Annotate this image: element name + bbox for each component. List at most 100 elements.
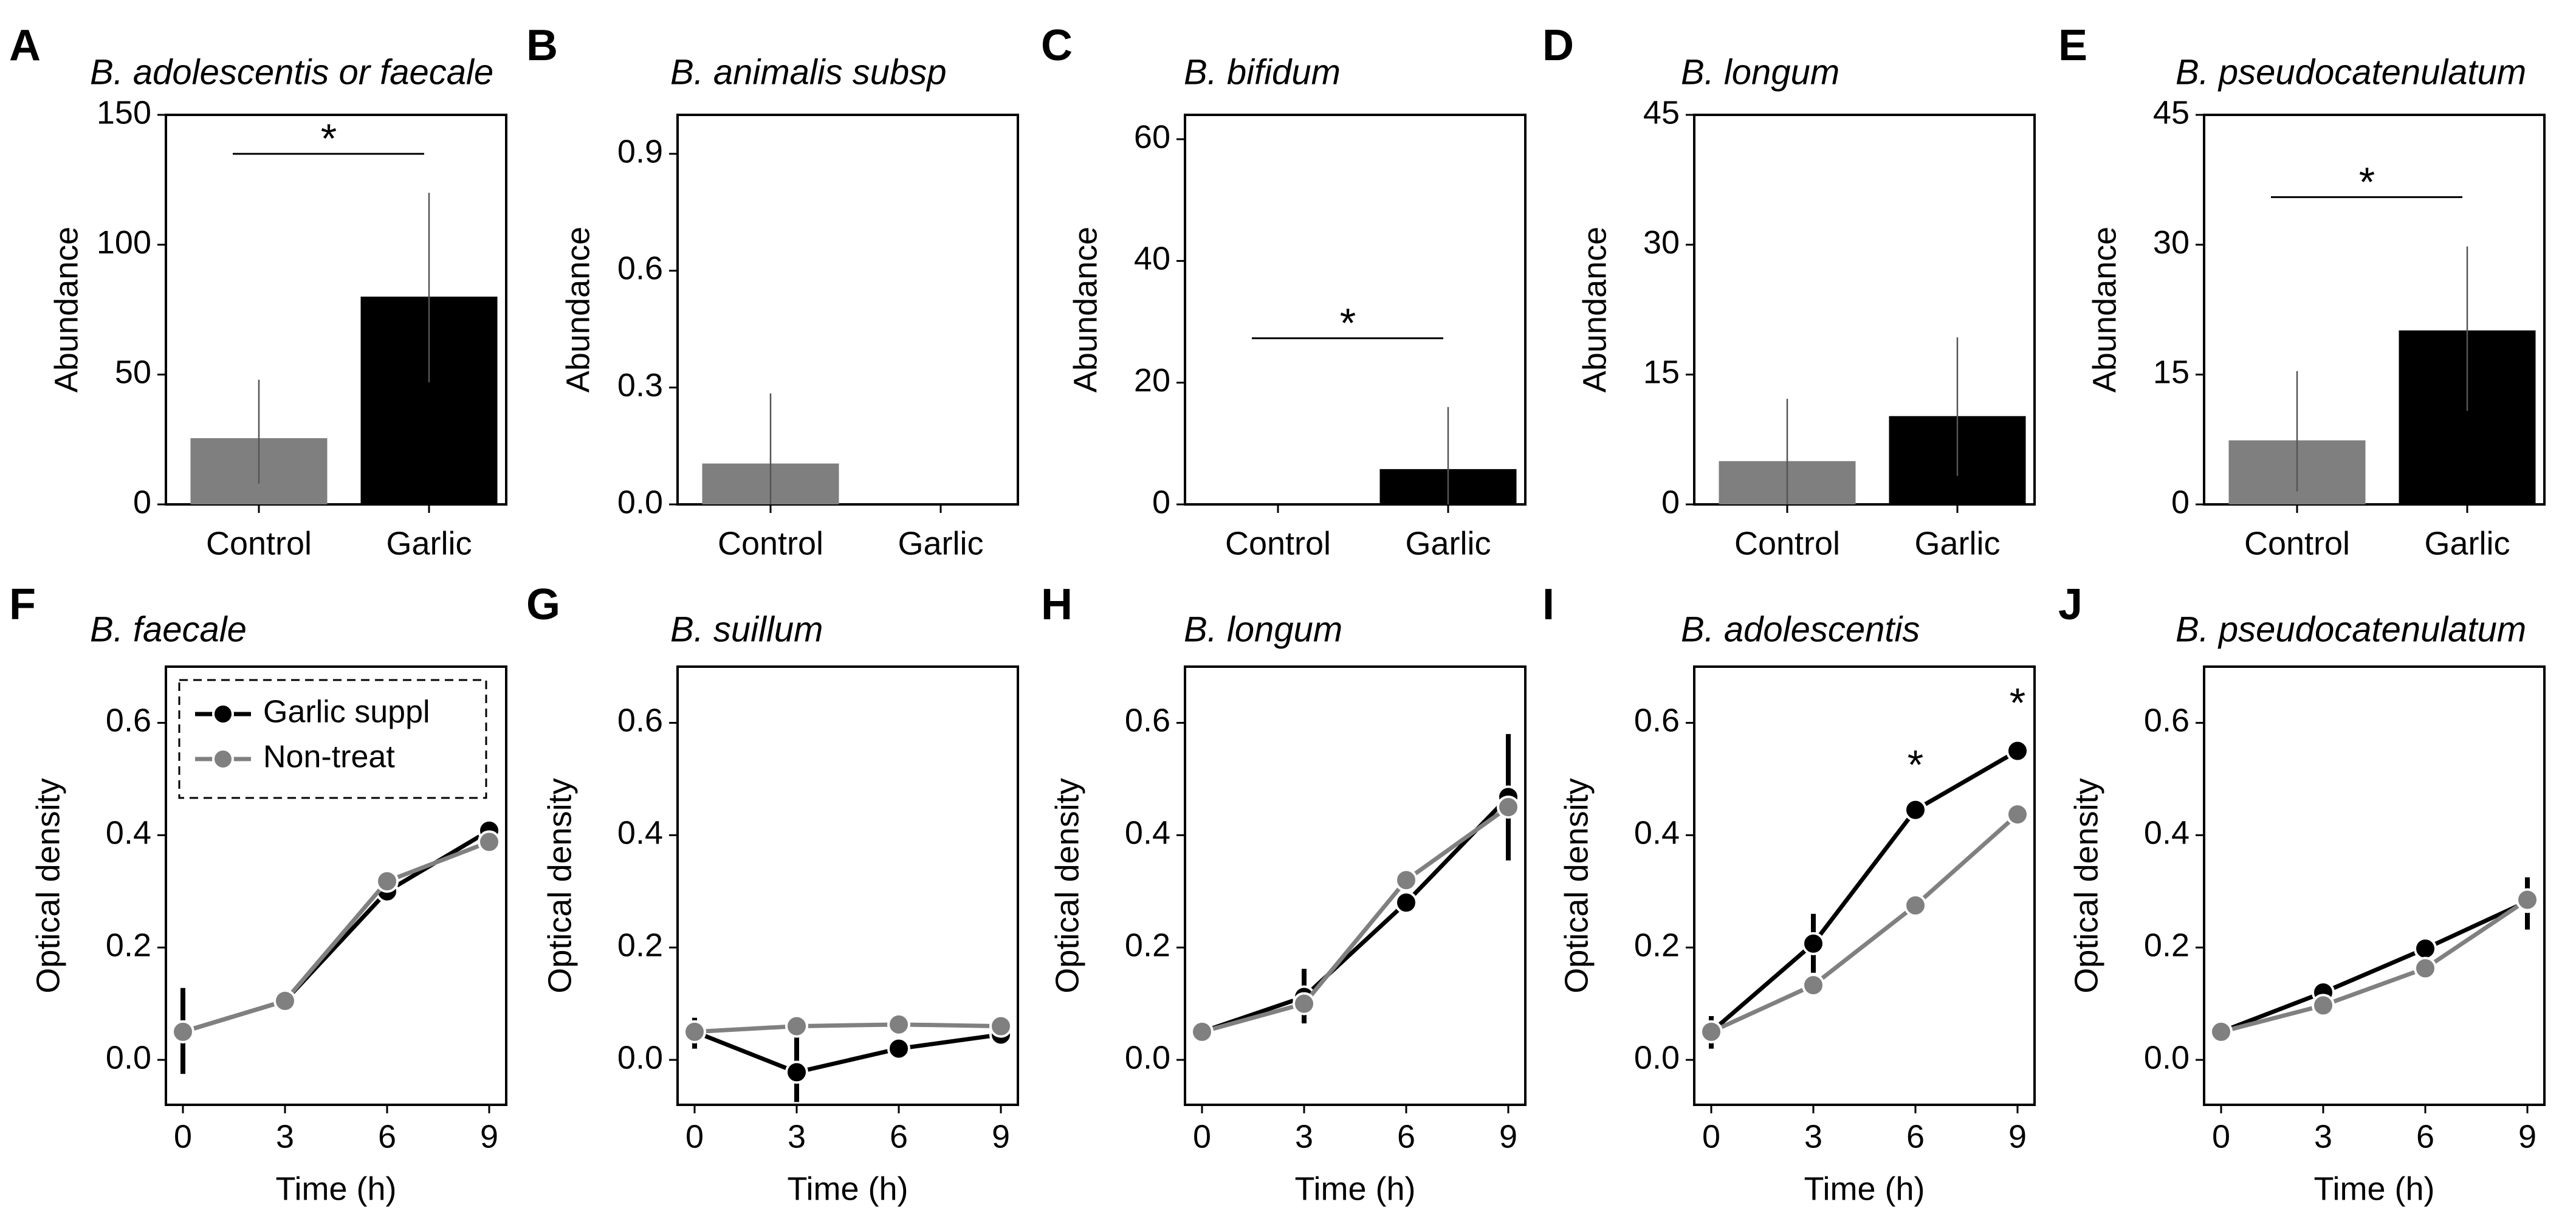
panel-title: B. animalis subsp xyxy=(670,52,947,92)
panel-i: I B. adolescentis 0.0 0.2 0.4 0.6 Optical dens… xyxy=(1542,580,2036,1207)
panel-letter: B xyxy=(526,21,558,70)
panel-e: E B. pseudocatenulatum 0 15 30 45 Abundance Con… xyxy=(2058,21,2546,562)
x-tick-label: 6 xyxy=(2416,1118,2434,1155)
y-tick-label: 0.6 xyxy=(106,703,151,739)
series-garlic-suppl xyxy=(1190,734,1520,1043)
x-tick-label: Garlic xyxy=(2424,525,2510,562)
series-non-treat xyxy=(1190,795,1520,1043)
x-tick-label: 0 xyxy=(174,1118,192,1155)
y-axis-title: Abundance xyxy=(560,227,596,393)
y-tick-label: 0.0 xyxy=(1125,1039,1170,1076)
x-tick-label: 9 xyxy=(1499,1118,1517,1155)
panel-letter: J xyxy=(2058,580,2083,629)
y-tick-label: 0.3 xyxy=(617,367,663,404)
data-point xyxy=(1802,932,1825,955)
series-line xyxy=(1709,749,2019,1034)
y-tick-label: 0.6 xyxy=(1634,703,1680,739)
y-tick-label: 0 xyxy=(1661,484,1680,520)
y-tick-label: 0.2 xyxy=(617,927,663,963)
x-tick-label: 6 xyxy=(1397,1118,1415,1155)
panel-h: H B. longum 0.0 0.2 0.4 0.6 Optical density 0 3 6… xyxy=(1041,580,1527,1207)
data-point xyxy=(2210,1020,2233,1043)
axes-frame xyxy=(676,665,1019,1106)
y-tick-label: 0 xyxy=(2171,484,2190,520)
panel-letter: I xyxy=(1542,580,1554,629)
axes-frame xyxy=(676,114,1019,506)
data-point xyxy=(376,870,399,893)
y-tick-label: 0.6 xyxy=(617,250,663,287)
x-tick-label: Garlic xyxy=(898,525,983,562)
panel-a: A B. adolescentis or faecale 0 50 100 150 Abun… xyxy=(9,21,507,562)
panel-title: B. longum xyxy=(1681,52,1839,92)
data-point xyxy=(478,830,501,854)
y-tick-label: 60 xyxy=(1134,119,1170,155)
x-tick-label: Control xyxy=(1734,525,1840,562)
y-tick-label: 0.6 xyxy=(1125,703,1170,739)
y-tick-label: 0 xyxy=(1152,484,1170,520)
data-point xyxy=(1497,795,1520,819)
series-line xyxy=(182,840,490,1034)
x-tick-label: 9 xyxy=(992,1118,1010,1155)
x-tick-label: Garlic xyxy=(1914,525,2000,562)
x-tick-label: 0 xyxy=(1702,1118,1720,1155)
y-tick-label: 0.2 xyxy=(1634,927,1680,963)
series-garlic-suppl xyxy=(2210,877,2539,1043)
y-axis-title: Abundance xyxy=(1576,227,1613,393)
y-tick-label: 20 xyxy=(1134,362,1170,399)
y-tick-label: 0.0 xyxy=(617,484,663,520)
x-tick-label: 9 xyxy=(480,1118,498,1155)
data-point xyxy=(1904,893,1927,917)
y-tick-label: 30 xyxy=(2153,224,2190,261)
data-point xyxy=(2414,937,2437,961)
y-axis-title: Optical density xyxy=(541,778,578,993)
x-tick-label: 6 xyxy=(1906,1118,1925,1155)
y-tick-label: 0.6 xyxy=(617,703,663,739)
x-tick-label: Garlic xyxy=(386,525,472,562)
series-line xyxy=(1710,813,2019,1034)
x-tick-label: Control xyxy=(718,525,823,562)
data-point xyxy=(2312,994,2335,1017)
x-tick-label: 3 xyxy=(788,1118,806,1155)
axes-frame xyxy=(2203,114,2546,506)
y-tick-label: 0.0 xyxy=(106,1039,151,1076)
x-tick-label: 3 xyxy=(1804,1118,1822,1155)
panel-letter: D xyxy=(1542,21,1574,70)
y-tick-label: 0.4 xyxy=(106,815,151,851)
x-tick-label: 3 xyxy=(1295,1118,1313,1155)
data-point xyxy=(989,1014,1012,1038)
x-tick-label: Control xyxy=(1225,525,1331,562)
series-line xyxy=(2220,899,2529,1034)
data-point xyxy=(1190,1020,1214,1043)
x-axis-title: Time (h) xyxy=(1295,1170,1416,1207)
y-tick-label: 0 xyxy=(133,484,151,520)
panel-title: B. pseudocatenulatum xyxy=(2176,610,2526,649)
y-axis-title: Abundance xyxy=(2086,227,2123,393)
panel-f: F B. faecale 0.0 0.2 0.4 0.6 Optical density 0 3… xyxy=(9,580,507,1207)
panel-letter: F xyxy=(9,580,36,629)
panel-title: B. adolescentis xyxy=(1681,610,1920,649)
y-tick-label: 50 xyxy=(115,354,151,391)
y-tick-label: 0.4 xyxy=(1634,815,1680,851)
y-tick-label: 40 xyxy=(1134,241,1170,277)
data-point xyxy=(1395,868,1418,892)
axes-frame xyxy=(2203,665,2546,1106)
y-axis-title: Optical density xyxy=(1558,778,1595,993)
series-non-treat xyxy=(1700,803,2029,1043)
y-tick-label: 0.0 xyxy=(1634,1039,1680,1076)
legend-frame xyxy=(178,679,487,799)
panel-g: G B. suillum 0.0 0.2 0.4 0.6 Optical density 0 3… xyxy=(526,580,1019,1207)
data-point xyxy=(2006,803,2029,826)
panel-title: B. pseudocatenulatum xyxy=(2176,52,2526,92)
y-tick-label: 150 xyxy=(97,94,151,131)
data-point xyxy=(2006,739,2029,763)
x-tick-label: 6 xyxy=(890,1118,908,1155)
y-tick-label: 0.4 xyxy=(2144,815,2190,851)
y-axis-title: Abundance xyxy=(1067,227,1104,393)
series-non-treat xyxy=(2210,888,2539,1043)
data-point xyxy=(171,1020,194,1043)
data-point xyxy=(1395,891,1418,915)
x-axis-title: Time (h) xyxy=(276,1170,397,1207)
series-line xyxy=(2221,898,2529,1034)
data-point xyxy=(683,1020,706,1043)
series-line xyxy=(1201,795,1510,1034)
